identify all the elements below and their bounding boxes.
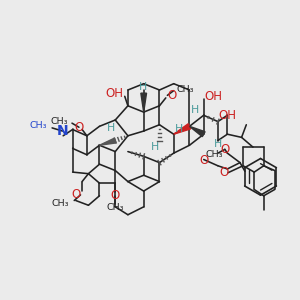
Polygon shape: [141, 93, 146, 112]
Text: O: O: [220, 143, 230, 156]
Text: CH₃: CH₃: [30, 122, 47, 130]
Polygon shape: [174, 124, 191, 134]
Text: O: O: [71, 188, 80, 201]
Text: O: O: [111, 189, 120, 202]
Text: N: N: [57, 124, 68, 138]
Text: CH₃: CH₃: [52, 199, 70, 208]
Text: H: H: [139, 82, 147, 92]
Text: O: O: [74, 121, 84, 134]
Text: O: O: [199, 154, 208, 166]
Text: O: O: [219, 166, 228, 179]
Text: O: O: [167, 89, 177, 102]
Text: H: H: [191, 105, 199, 115]
Polygon shape: [190, 126, 205, 137]
Text: CH₃: CH₃: [177, 85, 194, 94]
Text: CH₃: CH₃: [206, 150, 223, 159]
Text: H: H: [151, 142, 160, 152]
Text: H: H: [214, 139, 222, 149]
Text: CH₃: CH₃: [106, 203, 124, 212]
Text: OH: OH: [106, 87, 124, 100]
Polygon shape: [100, 138, 116, 145]
Text: H: H: [107, 123, 115, 133]
Text: OH: OH: [204, 90, 222, 104]
Text: CH₃: CH₃: [50, 117, 68, 126]
Text: H: H: [175, 124, 184, 134]
Text: OH: OH: [218, 110, 236, 122]
